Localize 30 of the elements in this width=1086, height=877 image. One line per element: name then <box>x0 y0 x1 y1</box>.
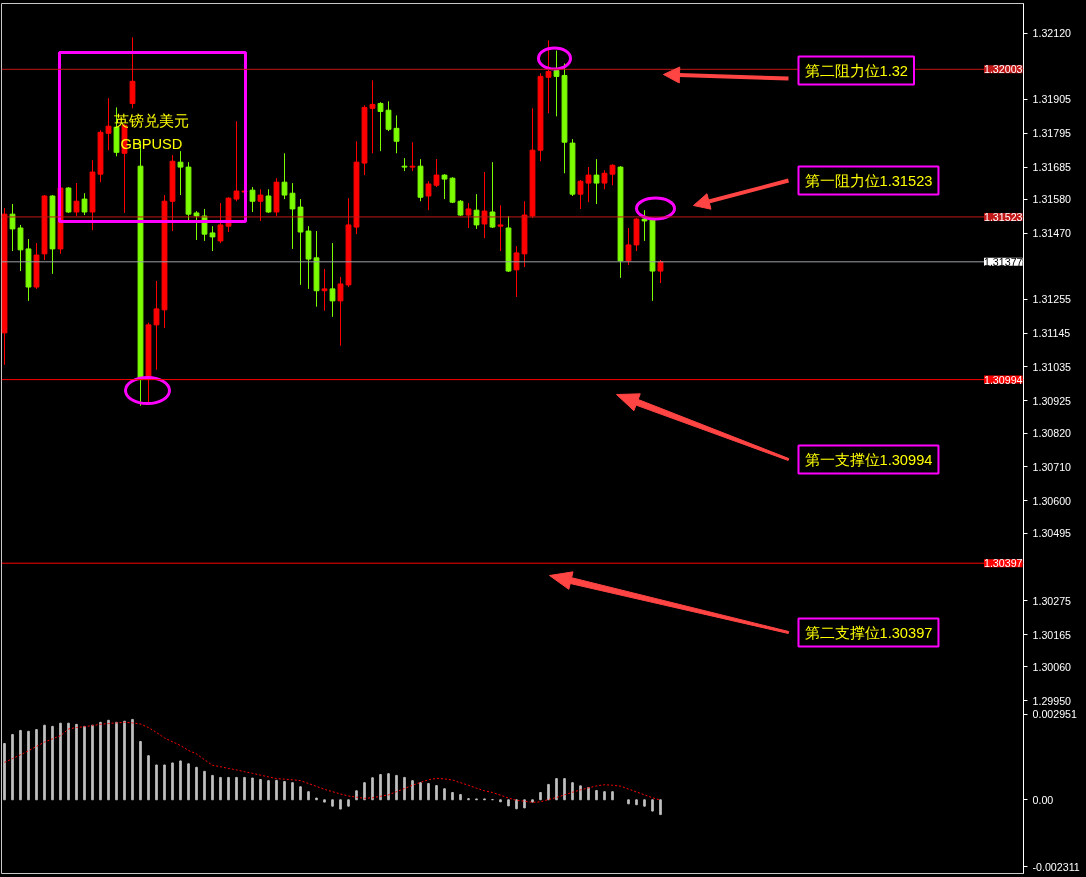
ref-line-label: 1.32003 <box>983 63 1023 76</box>
y2-tick-label: 0.00 <box>1032 793 1054 806</box>
y2-tick-label: 0.002951 <box>1032 708 1078 721</box>
y-tick-label: 1.29950 <box>1032 694 1072 707</box>
y-tick-label: 1.31795 <box>1032 127 1072 140</box>
y-tick-label: 1.30710 <box>1032 460 1072 473</box>
y2-tick-label: -0.002311 <box>1032 860 1080 873</box>
y-tick-label: 1.30275 <box>1032 594 1072 607</box>
text: 第二阻力位1.32 <box>804 62 909 79</box>
text: 第一支撑位1.30994 <box>804 451 933 468</box>
y-tick-label: 1.32120 <box>1032 27 1072 40</box>
ref-line-label: 1.31523 <box>983 210 1023 223</box>
ref-line-label: 1.30397 <box>983 557 1023 570</box>
y-tick-label: 1.30495 <box>1032 527 1072 540</box>
y-tick-label: 1.31685 <box>1032 161 1072 174</box>
y-tick-label: 1.30820 <box>1032 427 1072 440</box>
y-tick-label: 1.31255 <box>1032 293 1072 306</box>
ref-line-label: 1.31377 <box>983 255 1023 268</box>
y-tick-label: 1.30165 <box>1032 628 1072 641</box>
text: 第二支撑位1.30397 <box>804 624 933 641</box>
y-tick-label: 1.31580 <box>1032 193 1072 206</box>
y-tick-label: 1.31470 <box>1032 227 1072 240</box>
y-tick-label: 1.31035 <box>1032 361 1072 373</box>
ref-line-label: 1.30994 <box>983 373 1023 386</box>
y-tick-label: 1.30925 <box>1032 394 1072 407</box>
y-tick-label: 1.30600 <box>1032 494 1072 507</box>
text: 第一阻力位1.31523 <box>804 172 933 189</box>
y-tick-label: 1.30060 <box>1032 660 1072 673</box>
y-tick-label: 1.31905 <box>1032 93 1072 106</box>
y-tick-label: 1.31145 <box>1032 327 1071 340</box>
